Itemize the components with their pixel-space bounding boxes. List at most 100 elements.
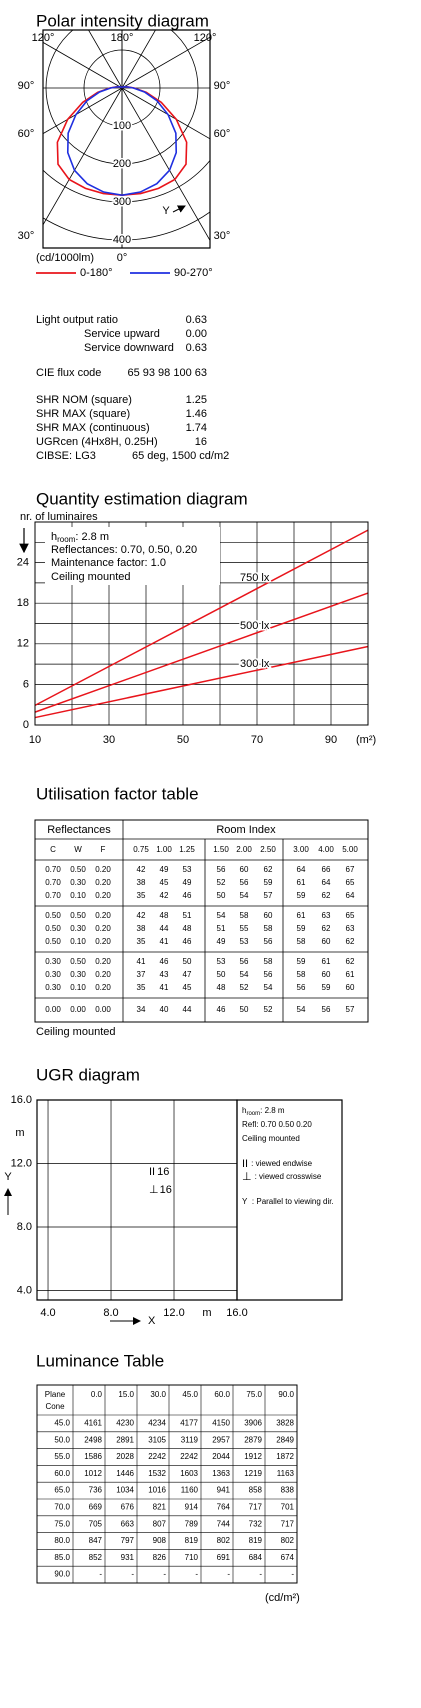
- table-cell: 3828: [276, 1419, 294, 1428]
- table-cell: 0.20: [95, 983, 111, 992]
- ring: [46, 12, 198, 164]
- table-cell: 60: [264, 911, 273, 920]
- spec-label: SHR MAX (continuous): [36, 422, 150, 434]
- spec-label: Service upward: [84, 328, 160, 340]
- table-cell: 941: [217, 1486, 231, 1495]
- table-cell: 59: [322, 983, 331, 992]
- table-cell: 49: [217, 937, 226, 946]
- table-cell: 1160: [181, 1486, 199, 1495]
- table-cell: 56: [240, 957, 249, 966]
- info-panel: [237, 1100, 342, 1300]
- table-cell: 54: [240, 970, 249, 979]
- note: Ceiling mounted: [242, 1134, 300, 1143]
- annotation: Ceiling mounted: [51, 571, 131, 583]
- table-cell: 0.30: [70, 878, 86, 887]
- value: 16: [160, 1184, 172, 1196]
- table-cell: 736: [89, 1486, 103, 1495]
- table-cell: 838: [281, 1486, 295, 1495]
- angle-label: 90°: [18, 80, 35, 92]
- table-cell: 54: [264, 983, 273, 992]
- table-cell: 59: [297, 924, 306, 933]
- column-header: 90.0: [278, 1390, 294, 1399]
- column-header: 75.0: [246, 1390, 262, 1399]
- table-cell: 4230: [116, 1419, 134, 1428]
- table-cell: 50: [183, 957, 192, 966]
- text: : 2.8 m: [260, 1106, 285, 1115]
- table-cell: 1532: [148, 1469, 166, 1478]
- table-cell: -: [163, 1570, 166, 1579]
- table-cell: 42: [137, 911, 146, 920]
- table-cell: 58: [240, 911, 249, 920]
- column-header: C: [50, 845, 56, 854]
- table-cell: 61: [297, 911, 306, 920]
- table-cell: -: [291, 1570, 294, 1579]
- symbol: h: [242, 1106, 246, 1115]
- table-cell: 65: [346, 911, 355, 920]
- table-cell: 0.00: [45, 1005, 61, 1014]
- angle-label: 180°: [111, 32, 134, 44]
- row-header: 55.0: [54, 1452, 70, 1461]
- x-tick-label: 4.0: [40, 1307, 55, 1319]
- table-cell: 56: [240, 878, 249, 887]
- room-height: hroom: 2.8 m: [242, 1106, 285, 1116]
- table-cell: 51: [217, 924, 226, 933]
- spec-value: 1.74: [186, 422, 207, 434]
- intensity-curve: [68, 87, 122, 195]
- table-cell: 54: [240, 891, 249, 900]
- table-cell: 705: [89, 1519, 103, 1528]
- corner-header: Plane: [45, 1390, 66, 1399]
- table-cell: 1016: [148, 1486, 166, 1495]
- text: : Parallel to viewing dir.: [252, 1197, 334, 1206]
- legend-entry: II: viewed endwise: [242, 1158, 313, 1170]
- spec-label: SHR MAX (square): [36, 408, 130, 420]
- text: : viewed crosswise: [255, 1172, 322, 1181]
- table-cell: 0.20: [95, 878, 111, 887]
- table-cell: 62: [346, 937, 355, 946]
- table-cell: 2044: [212, 1452, 230, 1461]
- text: : 2.8 m: [75, 531, 109, 543]
- table-cell: 62: [322, 891, 331, 900]
- table-cell: 0.00: [95, 1005, 111, 1014]
- table-cell: 744: [217, 1519, 231, 1528]
- column-header: 60.0: [214, 1390, 230, 1399]
- spec-value: 0.63: [186, 314, 207, 326]
- table-cell: 60: [346, 983, 355, 992]
- table-cell: 52: [264, 1005, 273, 1014]
- axis-arrow: [173, 205, 186, 213]
- series-line: [35, 647, 368, 718]
- column-header: W: [74, 845, 82, 854]
- table-cell: 58: [297, 937, 306, 946]
- table-cell: 37: [137, 970, 146, 979]
- table-cell: 63: [346, 924, 355, 933]
- table-cell: 691: [217, 1553, 231, 1562]
- table-cell: 47: [183, 970, 192, 979]
- table-cell: 64: [297, 865, 306, 874]
- table-cell: 0.50: [70, 957, 86, 966]
- table-cell: 0.70: [45, 878, 61, 887]
- table-frame: [35, 820, 368, 1022]
- table-cell: 0.20: [95, 865, 111, 874]
- subscript: room: [246, 1111, 260, 1117]
- table-cell: 0.70: [45, 891, 61, 900]
- table-cell: 717: [281, 1519, 295, 1528]
- spoke: [122, 0, 421, 88]
- table-cell: 56: [217, 865, 226, 874]
- column-header: 5.00: [342, 845, 358, 854]
- spec-value: 0.63: [186, 342, 207, 354]
- row-header: 70.0: [54, 1503, 70, 1512]
- table-cell: 48: [183, 924, 192, 933]
- series-line: [35, 593, 368, 712]
- table-cell: 908: [153, 1536, 167, 1545]
- table-cell: 67: [346, 865, 355, 874]
- table-cell: 41: [160, 983, 169, 992]
- table-cell: 59: [264, 878, 273, 887]
- table-cell: 710: [185, 1553, 199, 1562]
- y-tick-label: 24: [17, 557, 29, 569]
- x-tick-label: 70: [251, 734, 263, 746]
- table-cell: 65: [346, 878, 355, 887]
- angle-label: 120°: [32, 32, 55, 44]
- luminance-title: Luminance Table: [36, 1351, 164, 1370]
- table-header: Room Index: [216, 824, 276, 836]
- table-cell: 819: [249, 1536, 263, 1545]
